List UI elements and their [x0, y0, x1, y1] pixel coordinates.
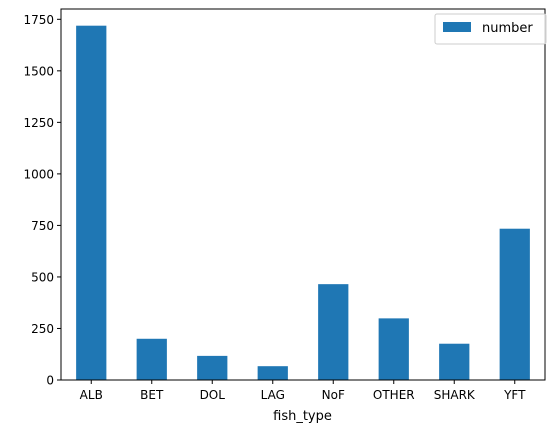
legend-frame: [434, 13, 547, 45]
legend-swatch: [443, 22, 471, 32]
y-tick-label: 500: [31, 270, 54, 284]
x-tick-label: DOL: [200, 388, 226, 402]
bar-bet: [136, 338, 167, 380]
y-tick-label: 1000: [23, 167, 54, 181]
y-tick-label: 750: [31, 219, 54, 233]
y-tick-label: 1250: [23, 116, 54, 130]
x-tick-label: OTHER: [373, 388, 415, 402]
legend: number: [434, 13, 547, 45]
bar-shark: [439, 343, 470, 380]
bar-alb: [76, 25, 107, 380]
x-tick-label: ALB: [80, 388, 103, 402]
plot-frame: [60, 8, 546, 381]
y-tick-label: 0: [46, 374, 54, 388]
bar-other: [378, 318, 409, 380]
bars-layer: [76, 25, 530, 380]
bar-dol: [197, 355, 228, 380]
axes-layer: 0 250 500 750 1000 1250 1500 1750 ALB BET DOL LAG No…: [23, 8, 546, 402]
y-tick-label: 250: [31, 322, 54, 336]
x-tick-label: LAG: [261, 388, 285, 402]
x-axis-label: fish_type: [273, 409, 332, 424]
x-tick-label: NoF: [322, 388, 345, 402]
bar-nof: [318, 284, 349, 380]
x-tick-label: SHARK: [434, 388, 476, 402]
y-tick-label: 1500: [23, 64, 54, 78]
x-tick-label: YFT: [503, 388, 526, 402]
bar-yft: [499, 228, 530, 380]
y-tick-label: 1750: [23, 13, 54, 27]
bar-lag: [257, 366, 288, 380]
legend-label: number: [482, 21, 533, 36]
x-tick-label: BET: [140, 388, 164, 402]
